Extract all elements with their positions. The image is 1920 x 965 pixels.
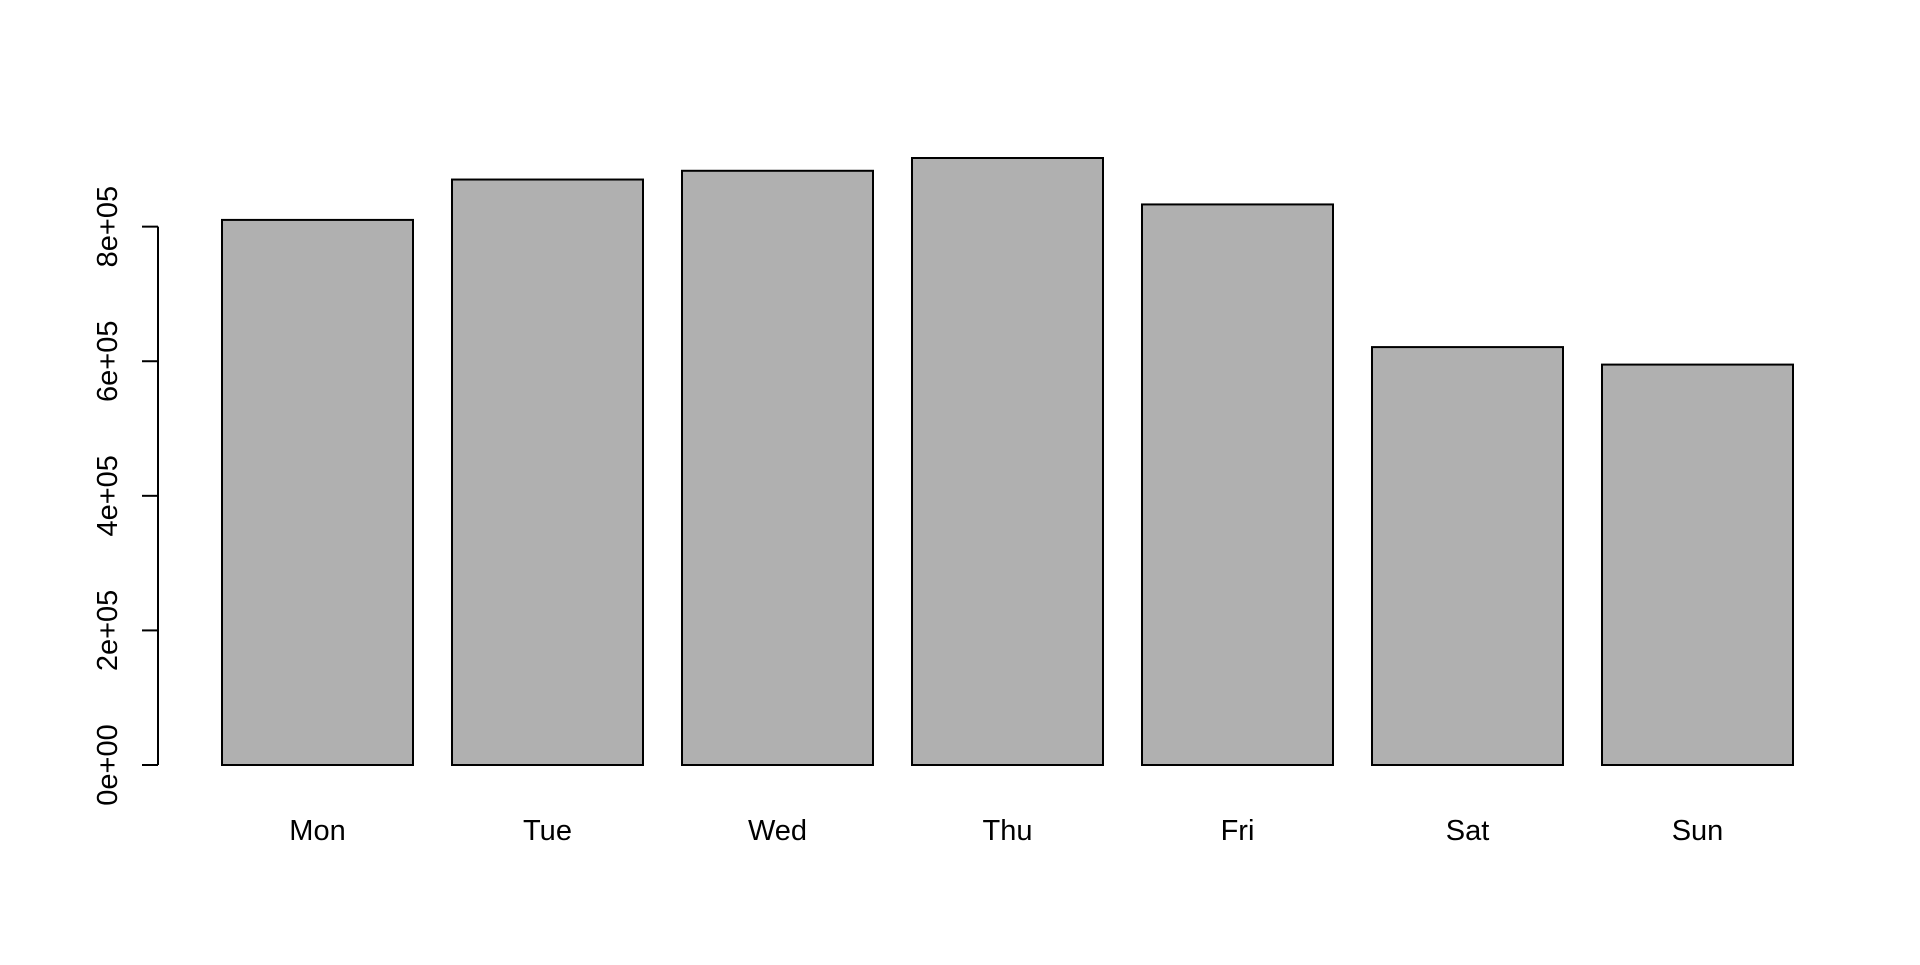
bar-tue — [451, 178, 644, 766]
bar-mon — [221, 218, 414, 766]
bar-thu — [911, 157, 1104, 766]
y-tick-label: 6e+05 — [92, 321, 124, 402]
x-tick-label-sun: Sun — [1672, 815, 1724, 847]
y-tick-label: 2e+05 — [92, 590, 124, 671]
y-tick-label: 0e+00 — [92, 724, 124, 805]
x-tick-label-fri: Fri — [1221, 815, 1255, 847]
bar-wed — [681, 169, 874, 767]
bar-sun — [1601, 363, 1794, 766]
x-axis-labels: Mon Tue Wed Thu Fri Sat Sun — [289, 815, 1723, 847]
bars-layer — [221, 157, 1794, 767]
x-tick-label-thu: Thu — [983, 815, 1033, 847]
y-tick-label: 8e+05 — [92, 186, 124, 267]
bar-fri — [1141, 203, 1334, 767]
x-tick-label-mon: Mon — [289, 815, 345, 847]
x-tick-label-sat: Sat — [1446, 815, 1490, 847]
x-tick-label-wed: Wed — [748, 815, 807, 847]
x-tick-label-tue: Tue — [523, 815, 572, 847]
y-axis: 0e+00 2e+05 4e+05 6e+05 8e+05 — [92, 186, 159, 806]
y-tick-label: 4e+05 — [92, 455, 124, 536]
bar-sat — [1371, 346, 1564, 766]
